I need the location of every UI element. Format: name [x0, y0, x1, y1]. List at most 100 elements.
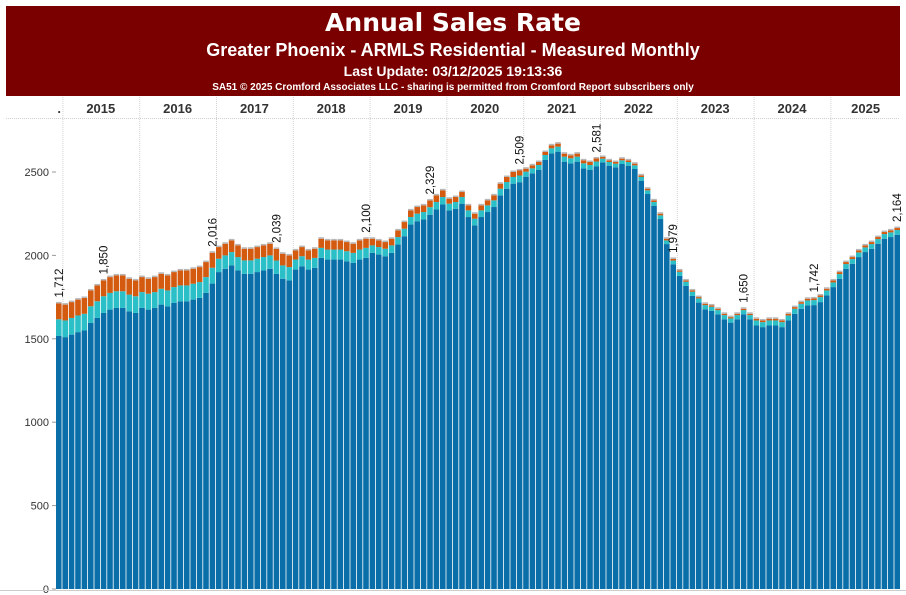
bar — [171, 270, 177, 589]
bar — [798, 300, 804, 589]
bar-cap — [216, 245, 222, 248]
bar-cap — [139, 275, 145, 278]
bar-segment-top — [606, 160, 612, 162]
bar-segment-middle — [81, 313, 88, 331]
bar-segment-middle — [235, 257, 241, 271]
bar — [94, 283, 100, 589]
bar-segment-top — [88, 290, 94, 307]
y-tick-label: 1500 — [25, 334, 49, 346]
data-label: 2,100 — [361, 204, 373, 233]
bar-segment-top — [593, 158, 600, 162]
bar-segment-top — [510, 172, 516, 178]
bar — [177, 268, 184, 589]
bar-cap — [75, 298, 81, 300]
bar-segment-base — [888, 237, 894, 589]
bar-segment-base — [497, 195, 504, 590]
bar — [862, 243, 868, 589]
bar-segment-middle — [408, 217, 414, 225]
bar-segment-middle — [113, 291, 120, 308]
bar-cap — [689, 288, 696, 291]
bar — [811, 296, 817, 589]
data-label: 1,979 — [668, 224, 680, 253]
bar-segment-base — [593, 166, 600, 589]
data-label: 1,650 — [739, 274, 751, 303]
bar-segment-middle — [363, 247, 369, 258]
bar-cap — [696, 295, 702, 298]
bar-cap — [158, 272, 164, 274]
bar-segment-middle — [580, 163, 587, 169]
bar-segment-middle — [228, 252, 235, 266]
bar-cap — [593, 156, 600, 159]
bar-cap — [446, 197, 452, 199]
last-update: Last Update: 03/12/2025 19:13:36 — [343, 63, 563, 79]
bar-segment-top — [523, 168, 529, 172]
bar-segment-top — [862, 245, 868, 248]
bar-segment-top — [638, 175, 644, 178]
bar-segment-middle — [478, 210, 484, 218]
bar — [657, 212, 664, 589]
bar-segment-top — [363, 238, 369, 248]
bar-segment-top — [491, 195, 497, 201]
bar-segment-middle — [536, 164, 542, 170]
data-label: 1,850 — [99, 246, 111, 275]
bar-segment-top — [68, 302, 75, 318]
bar-cap — [420, 203, 427, 206]
bar-segment-base — [657, 219, 664, 589]
bar-segment-top — [100, 280, 107, 297]
bar-segment-top — [152, 277, 158, 293]
bar-segment-base — [158, 304, 164, 589]
bar-segment-base — [779, 327, 785, 589]
bar-segment-top — [766, 318, 772, 321]
bar — [126, 277, 132, 589]
bar-cap — [670, 257, 676, 259]
bar-segment-base — [484, 212, 491, 590]
bar-segment-top — [836, 272, 843, 275]
bar-cap — [228, 238, 235, 241]
bar-segment-top — [184, 270, 190, 286]
data-label: 2,509 — [515, 136, 527, 165]
bar-segment-base — [241, 273, 248, 589]
bar-segment-top — [888, 230, 894, 233]
bar-cap — [88, 288, 94, 291]
bar — [248, 247, 254, 589]
bar-segment-middle — [280, 265, 286, 279]
bar — [856, 248, 862, 589]
bar-segment-top — [472, 213, 478, 219]
bar-segment-middle — [465, 210, 472, 218]
bar-cap — [452, 195, 459, 198]
bar-cap — [395, 228, 401, 231]
bar-cap — [785, 312, 792, 314]
bar — [433, 193, 440, 589]
bar-segment-top — [689, 290, 696, 292]
bar-cap — [273, 247, 280, 249]
bar-cap — [478, 203, 484, 206]
bar-segment-base — [56, 335, 62, 589]
bar-segment-top — [561, 153, 568, 157]
bar-segment-top — [580, 160, 587, 164]
bar — [273, 247, 280, 589]
bar-segment-top — [228, 240, 235, 253]
bar-cap — [772, 317, 779, 319]
data-label: 1,712 — [54, 269, 66, 298]
data-label: 1,742 — [809, 264, 821, 293]
bar — [587, 160, 593, 589]
bar-segment-top — [113, 275, 120, 292]
bar-segment-middle — [638, 177, 644, 181]
year-label: 2017 — [240, 101, 269, 116]
bar-segment-top — [388, 238, 395, 246]
bar — [395, 228, 401, 590]
bar — [132, 278, 139, 589]
bar-cap — [664, 237, 670, 239]
bar-segment-base — [753, 325, 760, 589]
bar-cap — [222, 242, 228, 244]
bar — [158, 272, 164, 589]
bar — [708, 303, 715, 589]
bar — [484, 198, 491, 590]
bar-segment-base — [292, 269, 299, 589]
bar-segment-middle — [702, 305, 708, 310]
bar-segment-middle — [888, 232, 894, 238]
bar-segment-base — [728, 322, 734, 589]
bar-segment-base — [280, 278, 286, 589]
bar-segment-base — [811, 305, 817, 589]
bar — [376, 238, 382, 590]
